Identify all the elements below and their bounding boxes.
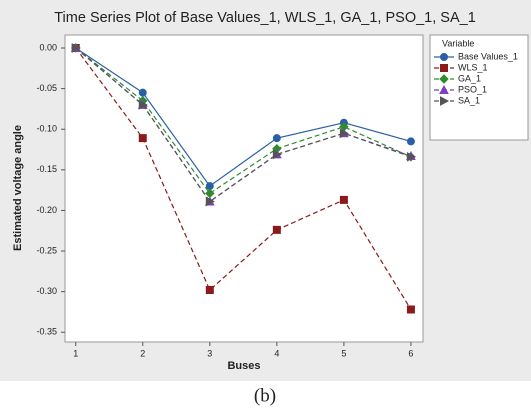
series-line [75, 47, 412, 195]
data-point [138, 88, 147, 97]
data-point [205, 182, 214, 191]
legend-label: PSO_1 [458, 84, 487, 94]
legend-marker [440, 53, 448, 61]
legend-marker [440, 64, 448, 72]
legend-marker [439, 74, 449, 84]
caption: (b) [254, 385, 276, 406]
x-tick-label: 2 [140, 348, 145, 358]
data-point [138, 134, 147, 143]
y-tick-label: -0.35 [36, 327, 57, 337]
data-point [339, 128, 349, 139]
y-tick-label: -0.25 [36, 245, 57, 255]
legend-box [429, 34, 529, 141]
legend-label: WLS_1 [458, 62, 488, 72]
series-line [75, 47, 412, 187]
data-point [272, 149, 282, 160]
legend-label: GA_1 [458, 73, 481, 83]
x-tick-label: 3 [207, 348, 212, 358]
data-point [339, 195, 348, 204]
legend-title: Variable [442, 38, 474, 48]
data-point [406, 305, 415, 314]
data-point [138, 100, 148, 110]
data-point [205, 196, 215, 207]
x-tick-label: 4 [274, 348, 279, 358]
x-tick-label: 1 [73, 348, 78, 358]
y-tick-label: 0.00 [39, 42, 57, 52]
data-point [406, 137, 415, 146]
plot-area [64, 34, 424, 343]
data-point [406, 151, 416, 162]
y-tick-label: -0.10 [36, 124, 57, 134]
legend-label: Base Values_1 [458, 51, 518, 61]
data-point [272, 134, 281, 143]
y-tick-label: -0.20 [36, 205, 57, 215]
x-axis-label: Buses [227, 360, 260, 372]
x-tick-label: 5 [341, 348, 346, 358]
x-tick-label: 6 [408, 348, 413, 358]
legend-marker [439, 84, 449, 94]
legend-marker [440, 96, 450, 106]
data-point [205, 286, 214, 295]
series-line [75, 47, 412, 310]
legend-label: SA_1 [458, 95, 480, 105]
y-tick-label: -0.05 [36, 83, 57, 93]
series-line [75, 47, 412, 203]
chart-title: Time Series Plot of Base Values_1, WLS_1… [54, 10, 476, 26]
data-point [71, 43, 81, 53]
y-tick-label: -0.30 [36, 286, 57, 296]
y-axis-label: Estimated voltage angle [12, 125, 24, 251]
y-tick-label: -0.15 [36, 164, 57, 174]
data-point [272, 225, 281, 234]
